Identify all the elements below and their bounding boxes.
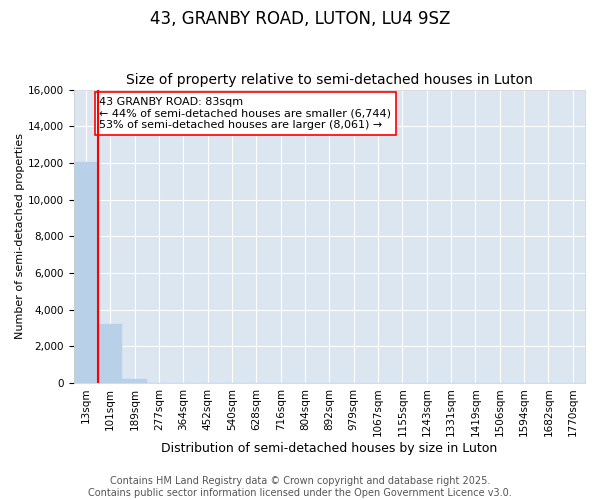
X-axis label: Distribution of semi-detached houses by size in Luton: Distribution of semi-detached houses by … (161, 442, 497, 455)
Text: Contains HM Land Registry data © Crown copyright and database right 2025.
Contai: Contains HM Land Registry data © Crown c… (88, 476, 512, 498)
Text: 43 GRANBY ROAD: 83sqm
← 44% of semi-detached houses are smaller (6,744)
53% of s: 43 GRANBY ROAD: 83sqm ← 44% of semi-deta… (99, 97, 391, 130)
Bar (98, 324, 122, 383)
Title: Size of property relative to semi-detached houses in Luton: Size of property relative to semi-detach… (126, 73, 533, 87)
Bar (74, 162, 98, 383)
Bar (122, 379, 146, 383)
Text: 43, GRANBY ROAD, LUTON, LU4 9SZ: 43, GRANBY ROAD, LUTON, LU4 9SZ (150, 10, 450, 28)
Y-axis label: Number of semi-detached properties: Number of semi-detached properties (15, 133, 25, 339)
